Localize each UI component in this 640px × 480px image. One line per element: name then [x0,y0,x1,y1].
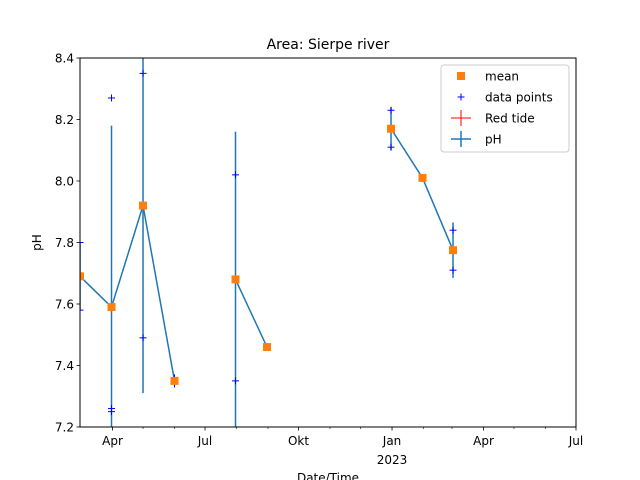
data-point-marker [232,171,240,179]
mean-marker [263,343,272,352]
mean-marker [418,173,427,182]
legend-item-ph: pH [451,131,502,147]
y-axis-label: pH [30,234,44,251]
x-tick-label: Okt [288,434,309,448]
y-tick-label: 8.4 [55,52,74,66]
data-point-marker [387,106,395,114]
legend-item-mean: mean [457,70,519,84]
legend-label-redtide: Red tide [485,112,535,126]
legend-label-mean: mean [485,70,519,84]
chart-title: Area: Sierpe river [267,37,390,53]
y-tick-label: 7.8 [55,236,74,250]
mean-marker [387,124,396,133]
mean-marker [80,272,84,281]
data-point-marker [139,69,147,77]
y-tick-label: 8.2 [55,113,74,127]
x-axis-label: Date/Time [297,471,359,480]
data-point-marker [108,94,116,102]
mean-marker [449,246,458,255]
mean-marker [231,275,240,284]
y-tick-label: 7.4 [55,359,74,373]
ph-line-segment [234,279,268,348]
data-point-marker [232,377,240,385]
legend-item-points: data points [457,91,553,105]
y-tick-label: 7.2 [55,421,74,435]
data-point-marker [80,306,84,314]
legend-mean-swatch [457,72,465,80]
x-tick-sublabel: 2023 [377,453,408,467]
ph-line-segment [80,204,176,382]
data-point-marker [449,266,457,274]
mean-marker [107,303,116,312]
x-tick-label: Jul [197,434,212,448]
legend-label-points: data points [485,91,553,105]
x-tick-label: Jul [568,434,583,448]
data-point-marker [108,408,116,416]
data-point-marker [80,239,84,246]
x-tick-label: Jan [382,434,402,448]
legend-box [440,64,570,153]
data-point-marker [449,226,457,234]
data-point-marker [387,143,395,151]
y-tick-label: 7.6 [55,298,74,312]
legend: mean data points Red tide pH [440,64,570,153]
x-tick-label: Apr [473,434,494,448]
mean-marker [170,376,179,385]
data-point-marker [139,334,147,342]
axes-frame [79,57,577,428]
plot-content [80,58,458,427]
legend-item-redtide: Red tide [451,110,535,126]
plot-area [80,58,458,427]
axis-ticks: 7.2 7.4 7.6 7.8 8.0 8.2 8.4 Apr Jul Okt Jan 2023 Apr… [55,52,583,468]
mean-marker [139,201,148,210]
x-tick-label: Apr [102,434,123,448]
y-tick-label: 8.0 [55,175,74,189]
legend-label-ph: pH [485,133,502,147]
